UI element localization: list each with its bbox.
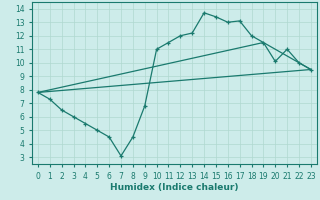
- X-axis label: Humidex (Indice chaleur): Humidex (Indice chaleur): [110, 183, 239, 192]
